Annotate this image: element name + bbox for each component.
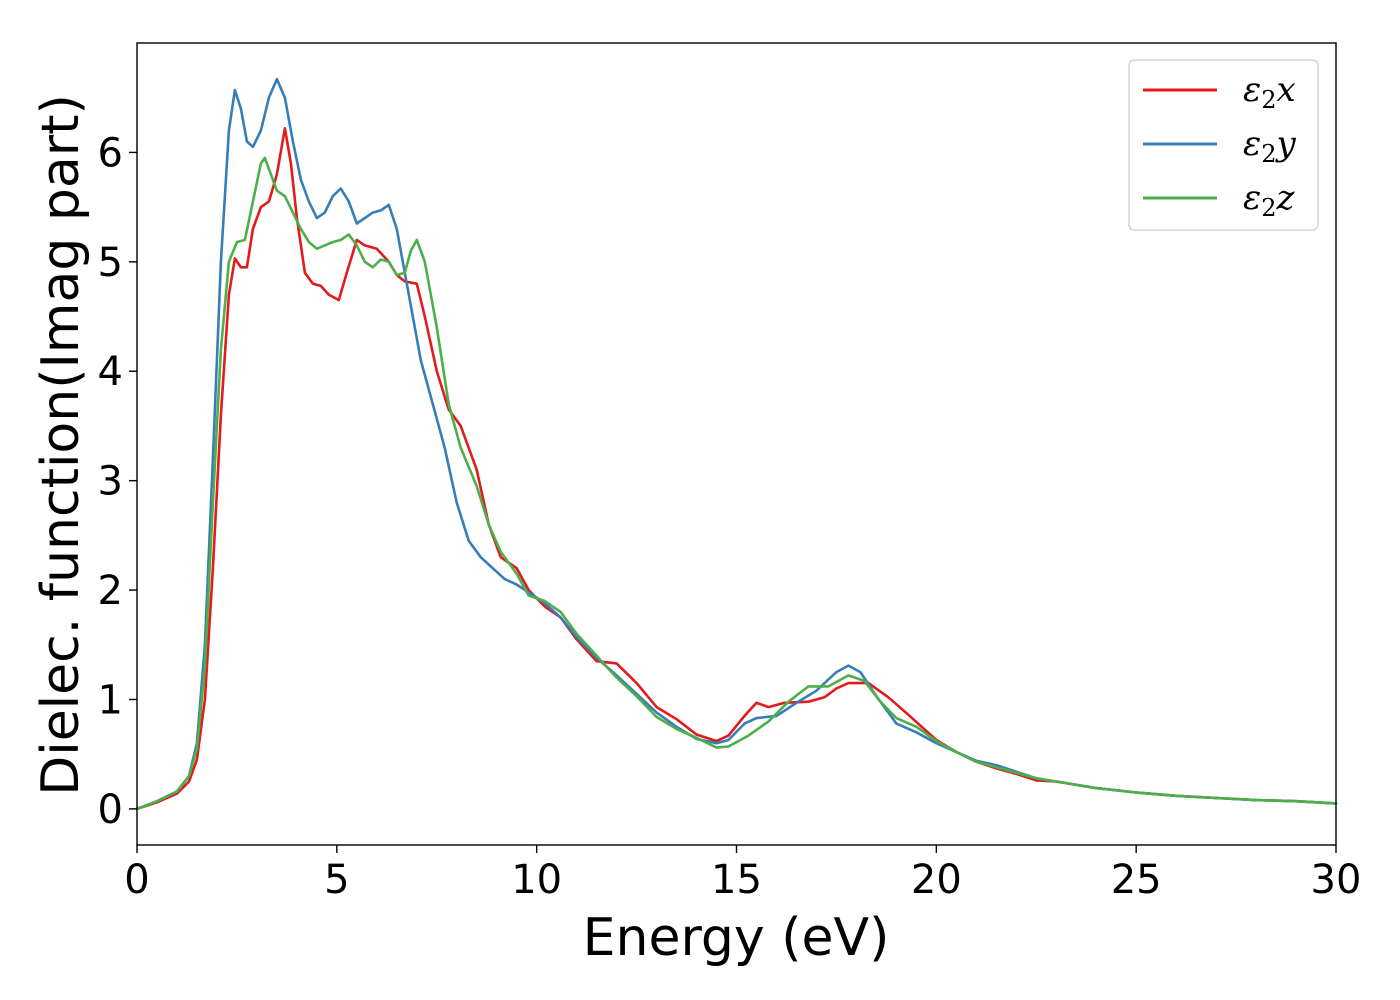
y-axis-label: Dielec. function(Imag part) <box>31 94 91 796</box>
y-tick-label: 2 <box>98 568 123 614</box>
x-tick-label: 25 <box>1111 857 1162 903</box>
y-tick-label: 1 <box>98 677 123 723</box>
x-tick-label: 0 <box>124 857 149 903</box>
y-tick-label: 3 <box>98 459 123 505</box>
y-tick-label: 6 <box>98 130 123 176</box>
y-tick-label: 5 <box>98 240 123 286</box>
x-axis-label: Energy (eV) <box>583 908 890 968</box>
x-tick-label: 15 <box>711 857 762 903</box>
x-tick-label: 20 <box>911 857 962 903</box>
series-line-2 <box>135 77 1338 811</box>
x-tick-label: 5 <box>324 857 349 903</box>
legend-label: ε2x <box>1243 70 1296 114</box>
series-line-3 <box>135 156 1338 811</box>
x-tick-label: 10 <box>511 857 562 903</box>
y-tick-label: 4 <box>98 349 123 395</box>
legend-box <box>1128 59 1319 231</box>
plot-area: 0 5 10 15 20 25 30 0 1 2 3 4 5 6 ε2x ε2y ε2z <box>98 42 1362 903</box>
y-tick-label: 0 <box>98 787 123 833</box>
legend-label: ε2y <box>1243 124 1297 168</box>
x-tick-label: 30 <box>1311 857 1362 903</box>
legend-label: ε2z <box>1243 178 1296 222</box>
